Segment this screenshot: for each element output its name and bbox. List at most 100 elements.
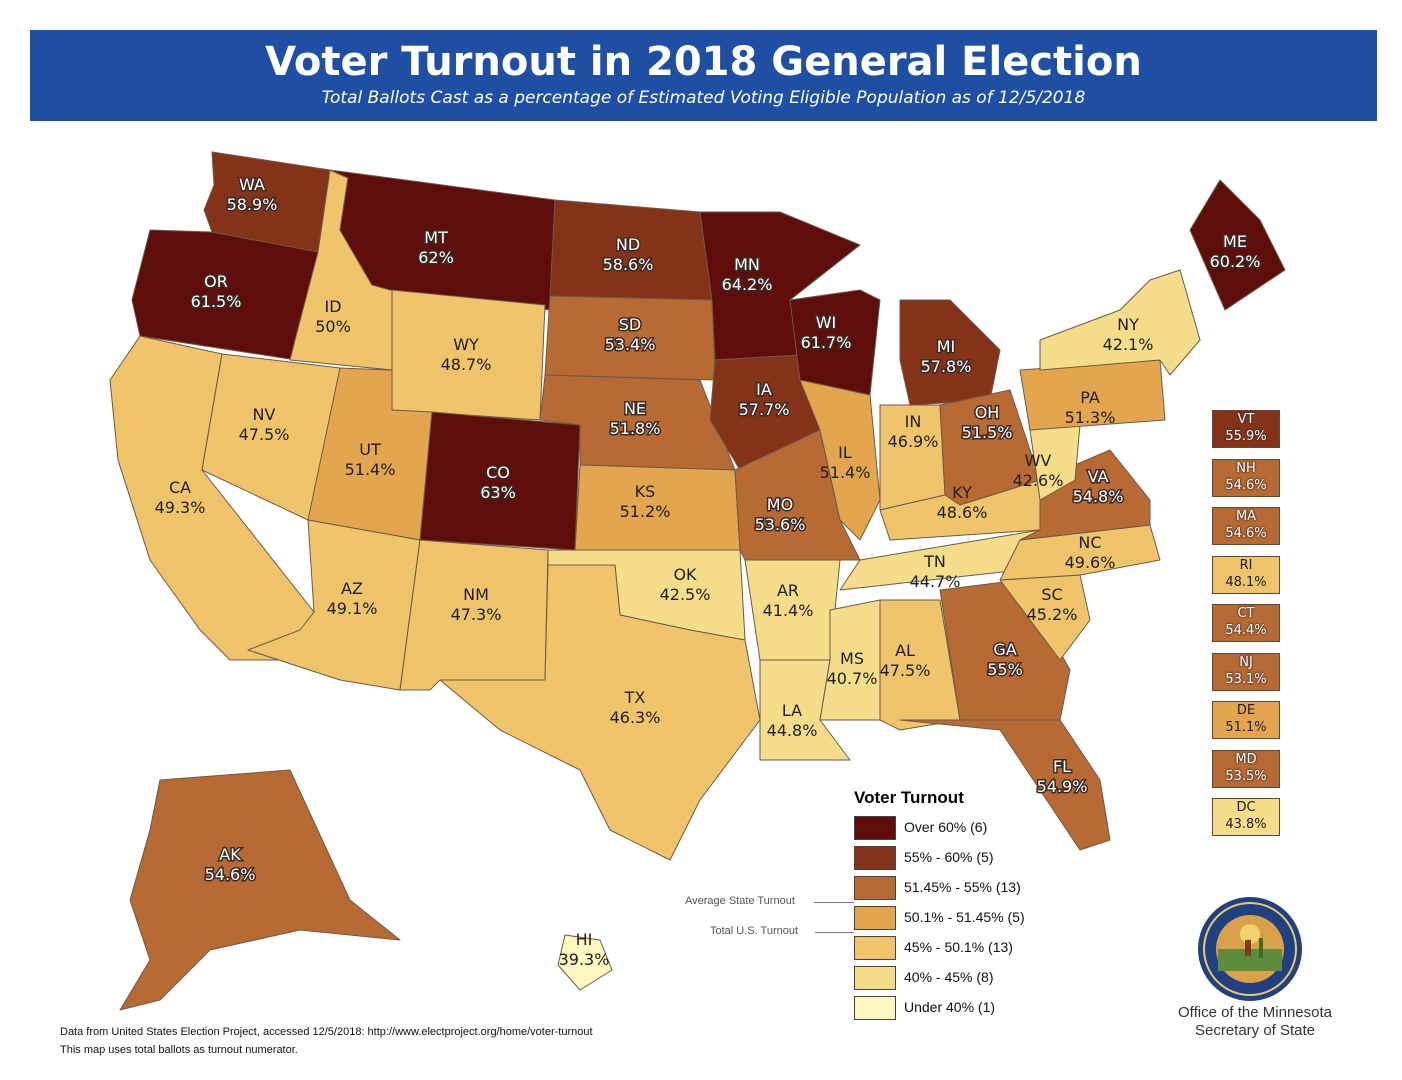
office-line-2: Secretary of State bbox=[1194, 1022, 1316, 1039]
state-code-ar: AR bbox=[777, 581, 799, 600]
legend-label: Under 40% (1) bbox=[904, 999, 996, 1015]
state-box-ct: CT 54.4% bbox=[1212, 604, 1280, 642]
state-value-ar: 41.4% bbox=[763, 601, 814, 620]
state-code-sd: SD bbox=[619, 315, 641, 334]
state-code-va: VA bbox=[1088, 467, 1109, 486]
legend-swatch bbox=[854, 876, 896, 900]
state-code-mn: MN bbox=[734, 255, 760, 274]
state-code-wy: WY bbox=[453, 335, 479, 354]
state-value-wa: 58.9% bbox=[227, 195, 278, 214]
state-code-az: AZ bbox=[341, 579, 363, 598]
state-code-nv: NV bbox=[253, 405, 276, 424]
state-value-mi: 57.8% bbox=[921, 357, 972, 376]
state-box-value: 51.1% bbox=[1225, 720, 1267, 735]
state-code-pa: PA bbox=[1080, 388, 1100, 407]
source-note: Data from United States Election Project… bbox=[60, 1026, 593, 1038]
state-code-oh: OH bbox=[975, 403, 1000, 422]
state-value-il: 51.4% bbox=[820, 463, 871, 482]
state-code-nm: NM bbox=[463, 585, 489, 604]
state-ny bbox=[1039, 269, 1201, 376]
state-al bbox=[879, 599, 961, 731]
state-la bbox=[759, 659, 851, 761]
state-value-ny: 42.1% bbox=[1103, 335, 1154, 354]
map-title: Voter Turnout in 2018 General Election bbox=[265, 39, 1142, 85]
state-tx bbox=[439, 564, 761, 861]
state-value-ms: 40.7% bbox=[827, 669, 878, 688]
state-value-nm: 47.3% bbox=[451, 605, 502, 624]
state-box-value: 53.1% bbox=[1225, 671, 1267, 687]
state-code-la: LA bbox=[782, 701, 802, 720]
state-code-or: OR bbox=[204, 272, 228, 291]
state-code-nc: NC bbox=[1078, 533, 1101, 552]
state-value-ks: 51.2% bbox=[620, 502, 671, 521]
state-code-ny: NY bbox=[1117, 315, 1139, 334]
state-value-la: 44.8% bbox=[767, 721, 818, 740]
state-code-ga: GA bbox=[993, 640, 1016, 659]
state-code-ut: UT bbox=[359, 440, 381, 459]
state-code-fl: FL bbox=[1053, 757, 1071, 776]
state-box-code: NJ bbox=[1239, 654, 1253, 670]
state-value-ia: 57.7% bbox=[739, 400, 790, 419]
total-us-line bbox=[815, 932, 854, 933]
state-value-ky: 48.6% bbox=[937, 503, 988, 522]
state-value-mo: 53.6% bbox=[755, 515, 806, 534]
state-box-md: MD 53.5% bbox=[1212, 749, 1280, 788]
state-box-vt: VT 55.9% bbox=[1212, 410, 1280, 448]
state-box-code: MA bbox=[1235, 509, 1257, 524]
state-box-code: RI bbox=[1239, 557, 1253, 573]
state-code-ks: KS bbox=[635, 482, 656, 501]
state-code-ms: MS bbox=[840, 649, 864, 668]
state-box-value: 54.6% bbox=[1225, 477, 1267, 493]
state-value-hi: 39.3% bbox=[559, 950, 610, 969]
state-value-sc: 45.2% bbox=[1027, 605, 1078, 624]
state-code-ak: AK bbox=[219, 845, 241, 864]
legend-item: Under 40% (1) bbox=[850, 994, 1150, 1024]
state-value-ca: 49.3% bbox=[155, 498, 206, 517]
state-value-nd: 58.6% bbox=[603, 255, 654, 274]
state-code-ky: KY bbox=[952, 483, 972, 502]
state-code-sc: SC bbox=[1041, 585, 1062, 604]
state-value-az: 49.1% bbox=[327, 599, 378, 618]
state-box-code: MD bbox=[1235, 751, 1257, 767]
legend-swatch bbox=[854, 936, 896, 960]
state-code-il: IL bbox=[838, 443, 852, 462]
state-code-nd: ND bbox=[616, 235, 640, 254]
legend-swatch bbox=[854, 966, 896, 990]
state-hi bbox=[557, 934, 613, 991]
title-banner: Voter Turnout in 2018 General Election T… bbox=[30, 30, 1377, 121]
state-box-code: CT bbox=[1237, 606, 1255, 621]
state-box-code: VT bbox=[1237, 412, 1255, 427]
state-code-mo: MO bbox=[767, 495, 793, 514]
state-value-id: 50% bbox=[315, 317, 351, 336]
state-value-ut: 51.4% bbox=[345, 460, 396, 479]
state-value-nc: 49.6% bbox=[1065, 553, 1116, 572]
state-box-value: 43.8% bbox=[1225, 817, 1267, 832]
state-value-sd: 53.4% bbox=[605, 335, 656, 354]
state-value-or: 61.5% bbox=[191, 292, 242, 311]
legend-swatch bbox=[854, 846, 896, 870]
legend-item: Over 60% (6) bbox=[850, 814, 1150, 844]
state-box-value: 48.1% bbox=[1225, 574, 1267, 590]
total-us-label: Total U.S. Turnout bbox=[710, 925, 799, 937]
legend-swatch bbox=[854, 996, 896, 1020]
state-value-va: 54.8% bbox=[1073, 487, 1124, 506]
state-value-wv: 42.6% bbox=[1013, 471, 1064, 490]
state-value-tn: 44.7% bbox=[910, 572, 961, 591]
state-code-al: AL bbox=[895, 641, 915, 660]
legend-swatch bbox=[854, 816, 896, 840]
state-code-ne: NE bbox=[624, 399, 646, 418]
state-box-ri: RI 48.1% bbox=[1212, 555, 1280, 594]
legend-swatch bbox=[854, 906, 896, 930]
state-value-ga: 55% bbox=[987, 660, 1023, 679]
state-code-ok: OK bbox=[673, 565, 697, 584]
state-box-value: 53.5% bbox=[1225, 768, 1267, 784]
state-box-code: DC bbox=[1236, 800, 1256, 815]
state-me bbox=[1189, 179, 1286, 311]
state-value-in: 46.9% bbox=[888, 432, 939, 451]
state-box-dc: DC 43.8% bbox=[1212, 798, 1280, 836]
state-code-mt: MT bbox=[424, 228, 448, 247]
method-note: This map uses total ballots as turnout n… bbox=[60, 1044, 298, 1056]
state-fl bbox=[899, 719, 1111, 851]
state-code-mi: MI bbox=[937, 337, 956, 356]
